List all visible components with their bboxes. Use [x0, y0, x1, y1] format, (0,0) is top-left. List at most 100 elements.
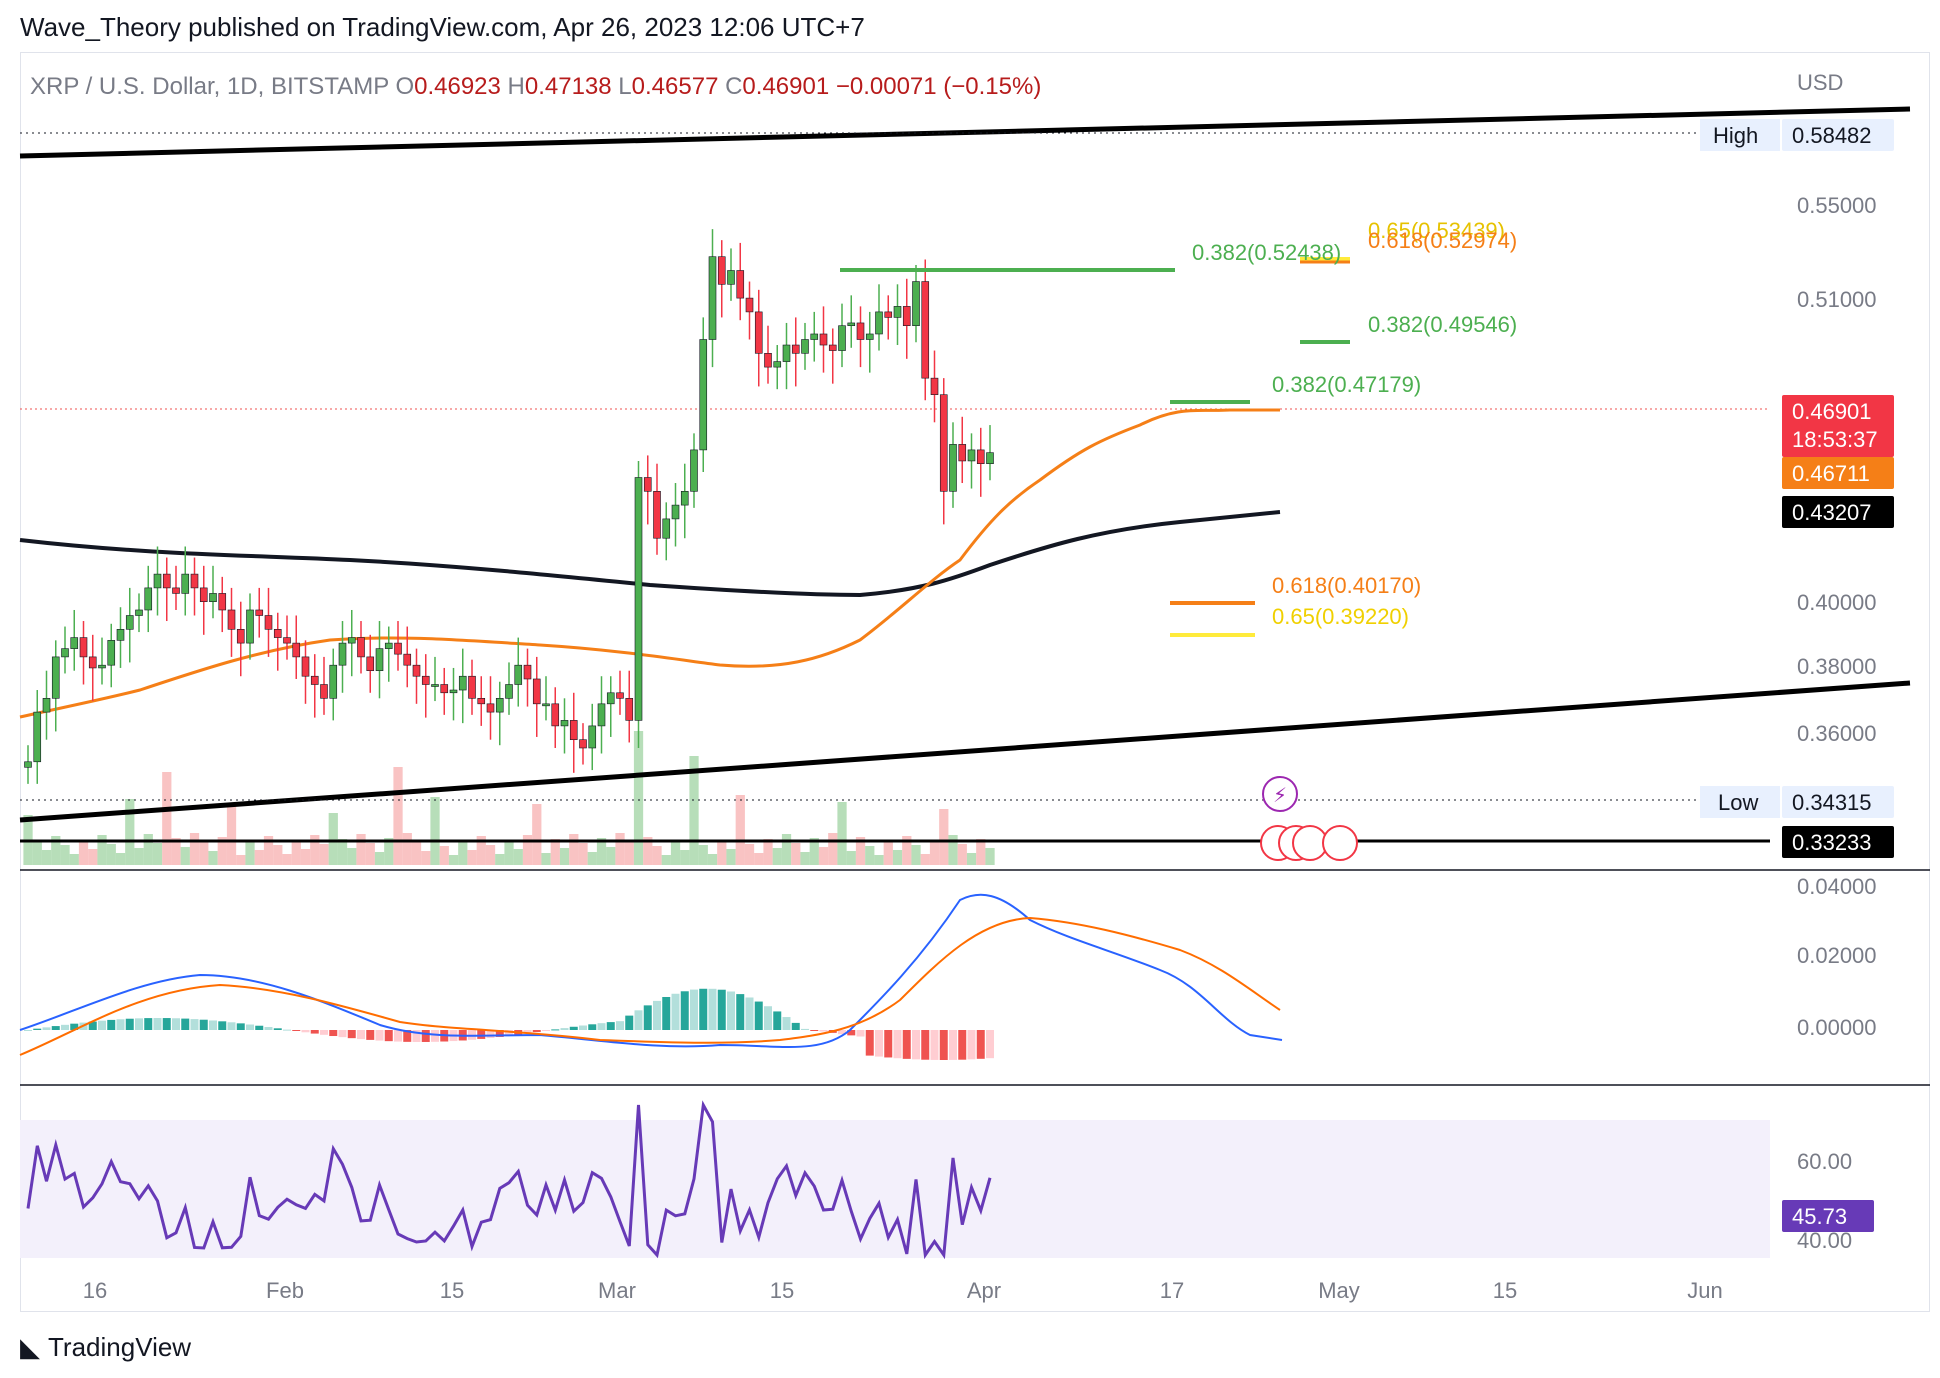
volume-bar — [180, 847, 190, 865]
candle-body — [292, 642, 301, 658]
volume-bar — [587, 852, 597, 865]
support-value: 0.33233 — [1792, 830, 1872, 855]
macd-bar — [653, 1000, 661, 1030]
candle-body — [449, 689, 458, 694]
macd-bar — [153, 1018, 162, 1030]
volume-bar — [883, 841, 893, 865]
candle-body — [190, 573, 199, 589]
volume-bar — [171, 838, 181, 865]
candle-body — [754, 311, 763, 354]
macd-bar — [310, 1030, 319, 1034]
macd-bar — [662, 996, 671, 1030]
dividend-event-icon[interactable] — [1262, 776, 1298, 812]
volume-bar — [735, 795, 745, 865]
candle-body — [162, 573, 171, 589]
macd-bar — [412, 1030, 421, 1042]
macd-bar — [190, 1019, 199, 1030]
candle-body — [838, 325, 846, 351]
volume-bar — [578, 843, 588, 865]
macd-bar — [88, 1021, 97, 1030]
candle-body — [967, 449, 976, 462]
macd-bar — [930, 1030, 939, 1060]
candle-body — [745, 297, 754, 313]
macd-bar — [264, 1026, 273, 1030]
volume-bar — [513, 849, 523, 865]
candle-body — [357, 637, 365, 658]
candle-body — [532, 678, 541, 705]
volume-bar — [199, 842, 209, 865]
candle-body — [523, 664, 532, 680]
volume-bar — [32, 841, 42, 865]
time-label: 17 — [1160, 1278, 1184, 1303]
candle-body — [884, 311, 893, 318]
macd-bar — [199, 1019, 208, 1030]
volume-layer — [23, 731, 995, 865]
candle-body — [662, 518, 671, 539]
symbol-legend[interactable]: XRP / U.S. Dollar, 1D, BITSTAMP O0.46923… — [30, 73, 1041, 100]
volume-bar — [781, 834, 792, 865]
candle-body — [98, 664, 106, 669]
volume-bar — [411, 842, 422, 865]
volume-bar — [966, 853, 977, 865]
volume-bar — [337, 839, 348, 865]
macd-bar — [347, 1030, 356, 1039]
volume-bar — [615, 833, 625, 865]
candle-body — [310, 675, 319, 685]
macd-bar — [579, 1025, 587, 1030]
low-label-bg — [1700, 786, 1780, 818]
macd-bar — [394, 1030, 402, 1042]
volume-bar — [698, 845, 708, 865]
candle-body — [468, 675, 476, 699]
candle-body — [653, 491, 661, 539]
macd-bar — [986, 1030, 994, 1059]
macd-bar — [810, 1030, 819, 1031]
candle-body — [42, 698, 51, 713]
us-flag-event-icon-3[interactable] — [1292, 825, 1328, 861]
candle-body — [107, 640, 116, 666]
volume-bar — [624, 842, 634, 865]
high-value-bg — [1782, 119, 1894, 151]
macd-bar — [884, 1030, 893, 1058]
legend-c-label: C — [725, 73, 742, 100]
candle-body — [616, 692, 624, 699]
candle-body — [949, 444, 957, 492]
tradingview-logo[interactable]: ◣ TradingView — [20, 1332, 191, 1363]
macd-bar — [477, 1030, 486, 1039]
volume-bar — [596, 838, 607, 865]
macd-bar — [569, 1026, 578, 1030]
candle-body — [958, 444, 967, 462]
macd-bar — [949, 1030, 957, 1060]
macd-bar — [283, 1029, 291, 1031]
rsi-band — [20, 1120, 1770, 1258]
us-flag-event-icon-4[interactable] — [1322, 825, 1358, 861]
macd-bar — [486, 1030, 495, 1038]
macd-bar — [902, 1030, 911, 1059]
high-label: High — [1713, 123, 1758, 148]
candle-body — [569, 720, 578, 741]
volume-bar — [51, 836, 61, 865]
candle-body — [773, 361, 782, 368]
price-axis: USD 0.55000 0.51000 0.40000 0.38000 0.36000 Hi… — [1700, 70, 1894, 1253]
volume-bar — [911, 845, 921, 865]
macd-bar — [135, 1018, 143, 1030]
candle-body — [727, 270, 735, 285]
candle-body — [791, 344, 800, 354]
candle-body — [366, 656, 375, 672]
macd-bar — [680, 991, 689, 1030]
trendline-layer — [19, 106, 1911, 843]
candle-body — [116, 629, 125, 641]
volume-bar — [800, 852, 810, 865]
macd-bar — [301, 1030, 310, 1033]
price-tick: 0.55000 — [1797, 193, 1877, 218]
volume-bar — [939, 809, 949, 865]
ema200-layer — [19, 510, 1281, 598]
volume-bar — [643, 837, 653, 865]
macd-bar — [819, 1030, 828, 1032]
candle-body — [634, 477, 643, 721]
volume-bar — [855, 837, 866, 865]
candle-body — [976, 449, 985, 465]
macd-bar — [403, 1030, 412, 1042]
candle-body — [856, 322, 865, 340]
macd-bar — [209, 1020, 217, 1030]
